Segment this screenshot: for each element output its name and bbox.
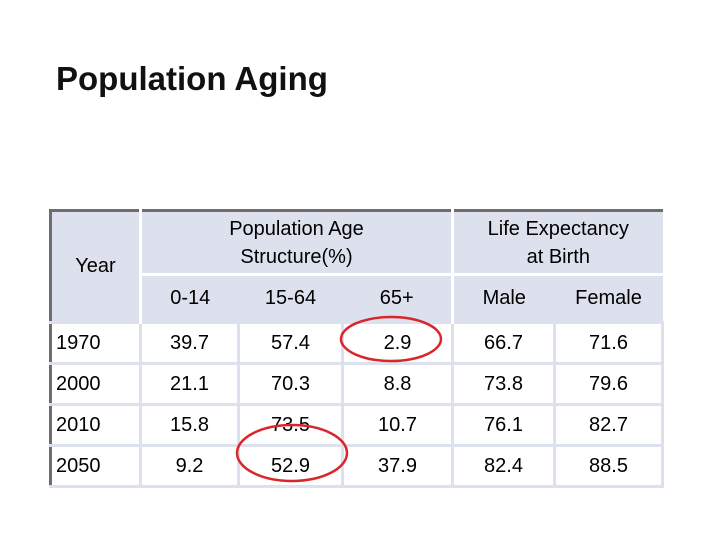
life-expectancy-header: Life Expectancy at Birth: [450, 210, 663, 275]
cell-female: 88.5: [552, 444, 665, 488]
cell-female: 79.6: [552, 362, 665, 405]
cell-15-64: 57.4: [237, 321, 343, 364]
cell-15-64: 70.3: [237, 362, 343, 405]
cell-0-14: 9.2: [139, 444, 239, 488]
subheader-female: Female: [554, 273, 663, 323]
table-row: 2050 9.2 52.9 37.9 82.4 88.5: [50, 444, 665, 488]
cell-male: 76.1: [451, 403, 555, 446]
year-header: Year: [50, 210, 141, 323]
year-cell: 2000: [50, 362, 141, 405]
cell-male: 73.8: [451, 362, 555, 405]
cell-0-14: 21.1: [139, 362, 239, 405]
cell-65-plus: 10.7: [341, 403, 453, 446]
cell-male: 66.7: [451, 321, 555, 364]
age-structure-header: Population Age Structure(%): [139, 210, 453, 275]
cell-male: 82.4: [451, 444, 555, 488]
cell-female: 82.7: [552, 403, 665, 446]
subheader-male: Male: [451, 273, 555, 323]
cell-15-64: 73.5: [237, 403, 343, 446]
subheader-65-plus: 65+: [342, 273, 453, 323]
cell-65-plus: 8.8: [341, 362, 453, 405]
year-cell: 2050: [50, 444, 141, 488]
cell-15-64: 52.9: [237, 444, 343, 488]
cell-65-plus: 2.9: [341, 321, 453, 364]
table-row: 2000 21.1 70.3 8.8 73.8 79.6: [50, 362, 665, 405]
cell-0-14: 15.8: [139, 403, 239, 446]
cell-65-plus: 37.9: [341, 444, 453, 488]
cell-female: 71.6: [552, 321, 665, 364]
table-row: 2010 15.8 73.5 10.7 76.1 82.7: [50, 403, 665, 446]
year-cell: 2010: [50, 403, 141, 446]
population-table: Year Population Age Structure(%) Life Ex…: [49, 209, 665, 488]
cell-0-14: 39.7: [139, 321, 239, 364]
subheader-0-14: 0-14: [139, 273, 239, 323]
year-cell: 1970: [50, 321, 141, 364]
page-title: Population Aging: [56, 60, 328, 97]
subheader-15-64: 15-64: [238, 273, 343, 323]
table-row: 1970 39.7 57.4 2.9 66.7 71.6: [50, 321, 665, 364]
